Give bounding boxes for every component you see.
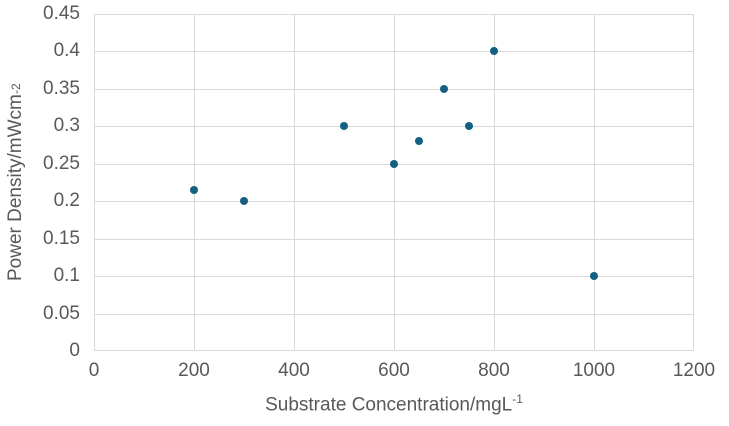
gridline-vertical: [693, 14, 694, 351]
gridline-horizontal: [94, 51, 694, 52]
data-point: [590, 272, 598, 281]
y-tick-label: 0.1: [53, 265, 80, 287]
x-axis-title-exponent: -1: [512, 392, 523, 406]
gridline-vertical: [194, 14, 195, 351]
y-tick-label: 0.05: [43, 302, 80, 324]
gridline-horizontal: [94, 126, 694, 127]
data-point: [440, 84, 448, 93]
x-tick-label: 800: [478, 360, 510, 381]
gridline-vertical: [294, 14, 295, 351]
gridline-horizontal: [94, 276, 694, 277]
gridline-horizontal: [94, 201, 694, 202]
y-tick-label: 0.15: [43, 227, 80, 249]
y-tick-label: 0.25: [43, 152, 80, 174]
x-axis-title-text: Substrate Concentration/mgL: [265, 394, 513, 416]
data-point: [340, 122, 348, 131]
plot-area: [94, 14, 694, 351]
x-tick-label: 0: [88, 360, 100, 381]
gridline-horizontal: [94, 89, 694, 90]
gridline-vertical: [594, 14, 595, 351]
x-tick-label: 1200: [672, 360, 716, 381]
y-axis-title: Power Density/mWcm -2: [2, 14, 30, 351]
data-point: [465, 122, 473, 131]
gridline-horizontal: [94, 350, 694, 351]
data-point: [415, 137, 423, 146]
y-tick-label: 0.3: [53, 115, 80, 137]
data-point: [390, 159, 398, 168]
gridline-vertical: [394, 14, 395, 351]
y-tick-label: 0.4: [53, 40, 80, 62]
data-point: [190, 185, 198, 194]
x-tick-label: 600: [378, 360, 410, 381]
x-tick-label: 200: [178, 360, 210, 381]
gridline-horizontal: [94, 314, 694, 315]
x-axis-title: Substrate Concentration/mgL-1: [94, 392, 694, 416]
gridline-vertical: [94, 14, 95, 351]
gridline-vertical: [494, 14, 495, 351]
x-tick-label: 400: [278, 360, 310, 381]
x-tick-label: 1000: [572, 360, 616, 381]
gridline-horizontal: [94, 14, 694, 15]
y-tick-label: 0.2: [53, 190, 80, 212]
y-tick-label: 0.45: [43, 3, 80, 24]
data-point: [490, 47, 498, 56]
y-tick-label: 0: [69, 340, 80, 361]
gridline-horizontal: [94, 239, 694, 240]
y-tick-label: 0.35: [43, 77, 80, 99]
data-point: [240, 197, 248, 206]
